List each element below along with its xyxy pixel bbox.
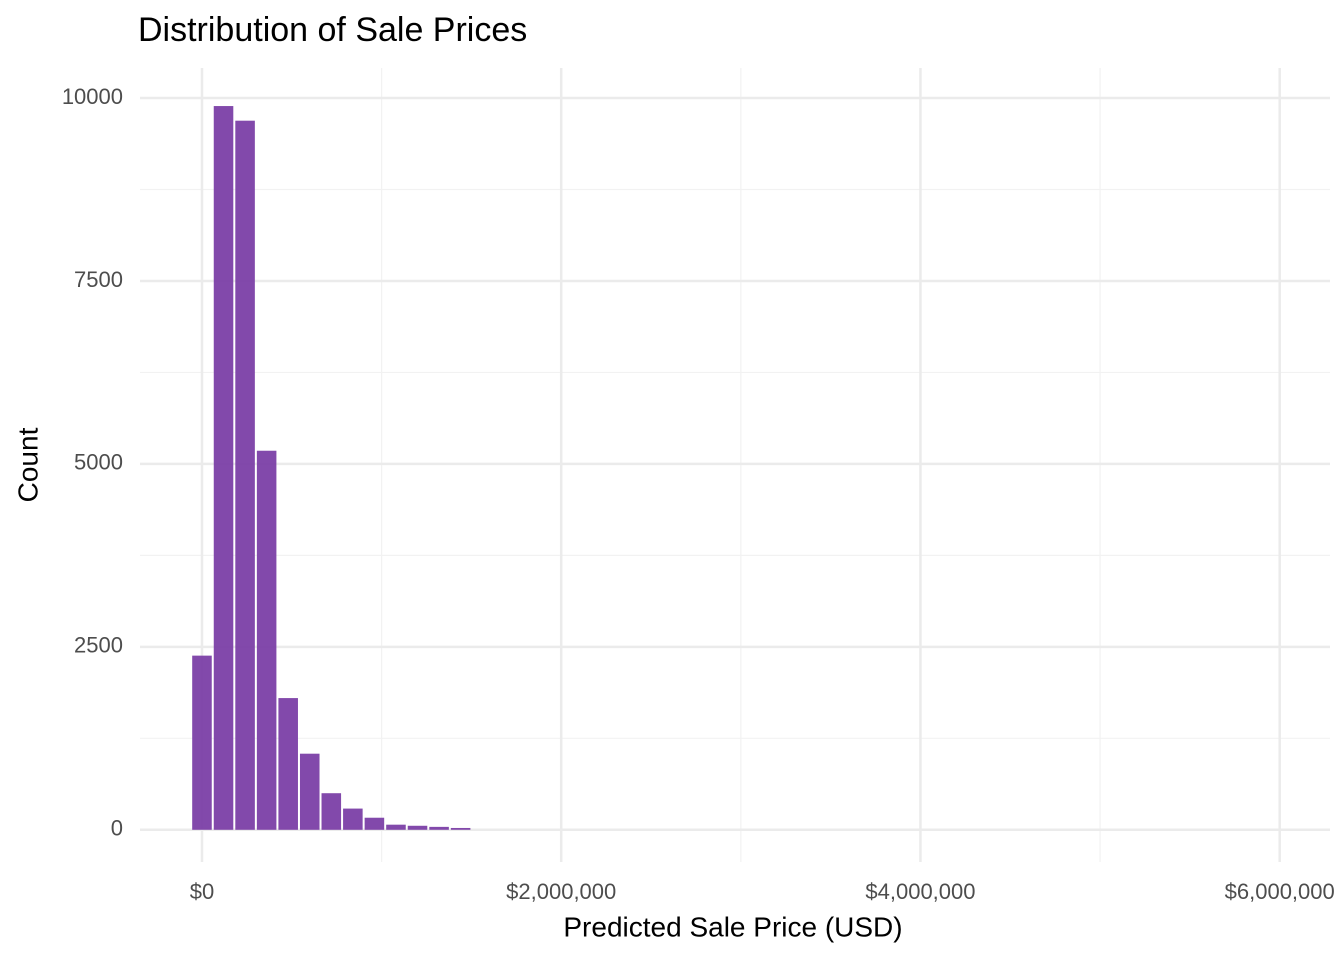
bar bbox=[429, 826, 449, 830]
bar bbox=[256, 450, 277, 830]
x-tick-label: $2,000,000 bbox=[506, 879, 616, 904]
bar bbox=[407, 825, 428, 830]
y-tick-label: 5000 bbox=[74, 450, 123, 475]
chart-title: Distribution of Sale Prices bbox=[138, 11, 527, 49]
bar bbox=[343, 808, 363, 830]
y-axis-title: Count bbox=[12, 427, 43, 502]
bar bbox=[386, 824, 406, 830]
bar bbox=[321, 793, 342, 830]
y-tick-label: 0 bbox=[111, 816, 123, 841]
y-tick-label: 7500 bbox=[74, 267, 123, 292]
y-tick-label: 2500 bbox=[74, 633, 123, 658]
bar bbox=[235, 120, 255, 830]
bar bbox=[192, 655, 212, 830]
bar bbox=[364, 817, 385, 830]
x-tick-label: $4,000,000 bbox=[865, 879, 975, 904]
bar bbox=[299, 753, 320, 830]
x-tick-label: $6,000,000 bbox=[1225, 879, 1335, 904]
x-tick-label: $0 bbox=[190, 879, 214, 904]
bar bbox=[450, 827, 471, 830]
grid bbox=[140, 68, 1330, 862]
bar bbox=[213, 106, 234, 830]
x-axis-title: Predicted Sale Price (USD) bbox=[563, 911, 902, 942]
y-tick-label: 10000 bbox=[62, 84, 123, 109]
bar bbox=[278, 698, 298, 830]
bars bbox=[192, 106, 471, 830]
